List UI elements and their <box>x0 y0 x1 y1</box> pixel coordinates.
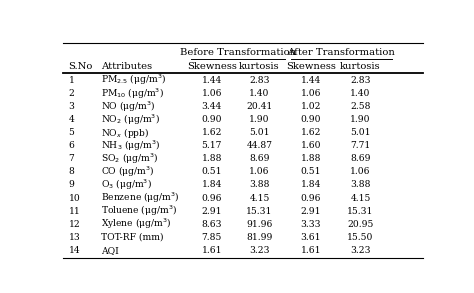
Text: 2.91: 2.91 <box>201 207 222 216</box>
Text: 3.44: 3.44 <box>201 102 222 111</box>
Text: PM$_{10}$ (μg/m$^3$): PM$_{10}$ (μg/m$^3$) <box>101 86 164 100</box>
Text: 8.69: 8.69 <box>350 154 371 163</box>
Text: 7.85: 7.85 <box>201 233 222 242</box>
Text: 7: 7 <box>68 154 74 163</box>
Text: 1.44: 1.44 <box>301 76 321 85</box>
Text: AQI: AQI <box>101 246 119 255</box>
Text: 2.83: 2.83 <box>350 76 371 85</box>
Text: 1.90: 1.90 <box>350 115 371 124</box>
Text: 1.06: 1.06 <box>350 167 371 176</box>
Text: 3.88: 3.88 <box>350 180 371 190</box>
Text: Skewness: Skewness <box>286 62 336 71</box>
Text: kurtosis: kurtosis <box>239 62 280 71</box>
Text: S.No: S.No <box>68 62 93 71</box>
Text: 1.61: 1.61 <box>301 246 321 255</box>
Text: Skewness: Skewness <box>187 62 237 71</box>
Text: 1.88: 1.88 <box>201 154 222 163</box>
Text: kurtosis: kurtosis <box>340 62 381 71</box>
Text: Xylene (μg/m$^3$): Xylene (μg/m$^3$) <box>101 217 172 231</box>
Text: CO (μg/m$^3$): CO (μg/m$^3$) <box>101 165 155 179</box>
Text: 0.51: 0.51 <box>201 167 222 176</box>
Text: 0.90: 0.90 <box>301 115 321 124</box>
Text: 20.41: 20.41 <box>246 102 273 111</box>
Text: 12: 12 <box>68 220 80 229</box>
Text: 8.69: 8.69 <box>249 154 270 163</box>
Text: 4: 4 <box>68 115 74 124</box>
Text: 15.31: 15.31 <box>246 207 273 216</box>
Text: 1.62: 1.62 <box>301 128 321 137</box>
Text: 11: 11 <box>68 207 80 216</box>
Text: 9: 9 <box>68 180 74 190</box>
Text: NH$_3$ (μg/m$^3$): NH$_3$ (μg/m$^3$) <box>101 139 161 153</box>
Text: 15.50: 15.50 <box>347 233 374 242</box>
Text: NO$_2$ (μg/m$^3$): NO$_2$ (μg/m$^3$) <box>101 112 161 127</box>
Text: 5.01: 5.01 <box>249 128 270 137</box>
Text: Attributes: Attributes <box>101 62 153 71</box>
Text: 3: 3 <box>68 102 74 111</box>
Text: 3.23: 3.23 <box>350 246 371 255</box>
Text: 20.95: 20.95 <box>347 220 374 229</box>
Text: 3.33: 3.33 <box>301 220 321 229</box>
Text: PM$_{2.5}$ (μg/m$^3$): PM$_{2.5}$ (μg/m$^3$) <box>101 73 167 88</box>
Text: 1.02: 1.02 <box>301 102 321 111</box>
Text: 6: 6 <box>68 141 74 150</box>
Text: 1.61: 1.61 <box>201 246 222 255</box>
Text: 81.99: 81.99 <box>246 233 273 242</box>
Text: 44.87: 44.87 <box>246 141 273 150</box>
Text: 1.06: 1.06 <box>201 89 222 98</box>
Text: 1.44: 1.44 <box>201 76 222 85</box>
Text: 4.15: 4.15 <box>350 194 371 202</box>
Text: 1: 1 <box>68 76 74 85</box>
Text: 1.84: 1.84 <box>201 180 222 190</box>
Text: 8.63: 8.63 <box>201 220 222 229</box>
Text: NO (μg/m$^3$): NO (μg/m$^3$) <box>101 99 156 114</box>
Text: TOT-RF (mm): TOT-RF (mm) <box>101 233 164 242</box>
Text: O$_3$ (μg/m$^3$): O$_3$ (μg/m$^3$) <box>101 178 153 192</box>
Text: 5: 5 <box>68 128 74 137</box>
Text: 0.96: 0.96 <box>201 194 222 202</box>
Text: 1.06: 1.06 <box>301 89 321 98</box>
Text: Benzene (μg/m$^3$): Benzene (μg/m$^3$) <box>101 191 180 205</box>
Text: 3.88: 3.88 <box>249 180 270 190</box>
Text: After Transformation: After Transformation <box>287 47 395 57</box>
Text: 1.06: 1.06 <box>249 167 270 176</box>
Text: 2.91: 2.91 <box>301 207 321 216</box>
Text: SO$_2$ (μg/m$^3$): SO$_2$ (μg/m$^3$) <box>101 151 159 166</box>
Text: 91.96: 91.96 <box>246 220 273 229</box>
Text: 3.61: 3.61 <box>301 233 321 242</box>
Text: 1.88: 1.88 <box>301 154 321 163</box>
Text: Before Transformation: Before Transformation <box>180 47 296 57</box>
Text: 0.96: 0.96 <box>301 194 321 202</box>
Text: 3.23: 3.23 <box>249 246 270 255</box>
Text: 1.40: 1.40 <box>350 89 371 98</box>
Text: 2.83: 2.83 <box>249 76 270 85</box>
Text: 1.90: 1.90 <box>249 115 270 124</box>
Text: 2: 2 <box>68 89 74 98</box>
Text: 7.71: 7.71 <box>350 141 371 150</box>
Text: 13: 13 <box>68 233 80 242</box>
Text: 8: 8 <box>68 167 74 176</box>
Text: 2.58: 2.58 <box>350 102 371 111</box>
Text: 14: 14 <box>68 246 80 255</box>
Text: 5.01: 5.01 <box>350 128 371 137</box>
Text: 1.84: 1.84 <box>301 180 321 190</box>
Text: 1.62: 1.62 <box>201 128 222 137</box>
Text: 0.90: 0.90 <box>201 115 222 124</box>
Text: NO$_x$ (ppb): NO$_x$ (ppb) <box>101 126 150 140</box>
Text: 1.40: 1.40 <box>249 89 270 98</box>
Text: 5.17: 5.17 <box>201 141 222 150</box>
Text: 1.60: 1.60 <box>301 141 321 150</box>
Text: 15.31: 15.31 <box>347 207 374 216</box>
Text: 10: 10 <box>68 194 80 202</box>
Text: Toluene (μg/m$^3$): Toluene (μg/m$^3$) <box>101 204 178 218</box>
Text: 0.51: 0.51 <box>301 167 321 176</box>
Text: 4.15: 4.15 <box>249 194 270 202</box>
